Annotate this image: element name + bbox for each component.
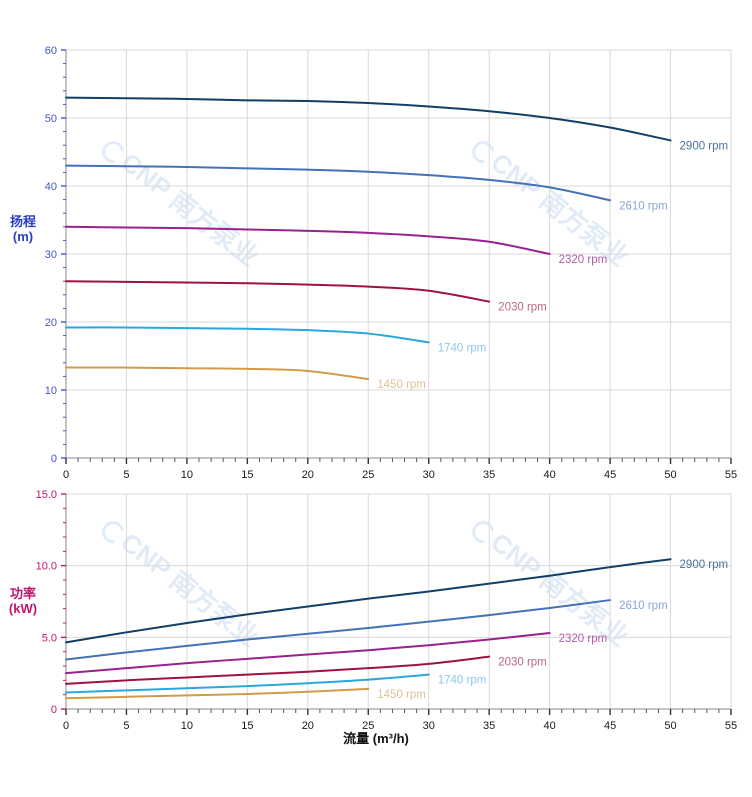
y-tick-label: 30 [45,249,57,261]
x-tick-label: 20 [302,469,314,480]
series-line [65,655,491,685]
x-tick-label: 45 [604,469,616,480]
power-curve-chart: 0 5.0 10.0 15.0 0 5 10 15 20 25 30 35 40 45 50 55 2900 r… [0,480,752,797]
x-tick-label: 55 [725,469,737,480]
x-tick-label: 25 [362,469,374,480]
series-line [65,558,672,644]
series-label: 2900 rpm [680,559,729,571]
series-label: 1740 rpm [438,675,487,687]
x-tick-label: 45 [604,720,616,732]
x-tick-label: 10 [181,469,193,480]
x-tick-label: 35 [483,720,495,732]
y-tick-label: 5.0 [42,632,57,644]
series-line [65,673,430,694]
x-tick-label: 50 [664,469,676,480]
x-tick-label: 40 [544,469,556,480]
x-tick-label: 30 [423,720,435,732]
x-tick-label: 15 [241,469,253,480]
head-y-axis-label: 扬程 (m) [9,214,36,244]
series-label: 2030 rpm [498,657,547,669]
series-line [65,164,612,202]
x-tick-label: 5 [123,469,129,480]
y-tick-label: 15.0 [36,489,57,501]
y-tick-label: 10.0 [36,561,57,573]
series-label: 2030 rpm [498,302,547,314]
series-label: 2610 rpm [619,200,668,212]
x-tick-label: 15 [241,720,253,732]
series-label: 2610 rpm [619,600,668,612]
series-line [65,326,430,344]
power-chart-svg: 0 5.0 10.0 15.0 0 5 10 15 20 25 30 35 40 45 50 55 2900 r… [36,489,738,732]
y-tick-label: 0 [51,453,57,465]
series-label: 1450 rpm [377,379,426,391]
series-label: 2320 rpm [559,254,608,266]
x-axis-label: 流量 (m³/h) [343,731,409,746]
x-tick-label: 50 [664,720,676,732]
series-line [65,280,491,303]
series-line [65,632,551,675]
y-tick-label: 60 [45,45,57,57]
x-tick-label: 30 [423,469,435,480]
series-line [65,687,370,700]
head-chart-svg: 0 10 20 30 40 50 60 0 5 10 15 20 25 30 35 40 45 50 55 2900 … [45,45,737,480]
y-tick-label: 20 [45,317,57,329]
x-tick-label: 25 [362,720,374,732]
power-y-axis-label: 功率 (kW) [8,586,38,616]
x-tick-label: 0 [63,720,69,732]
x-tick-label: 10 [181,720,193,732]
y-tick-label: 10 [45,385,57,397]
x-tick-label: 40 [544,720,556,732]
series-line [65,366,370,381]
x-tick-label: 5 [123,720,129,732]
series-line [65,599,612,661]
x-tick-label: 35 [483,469,495,480]
series-label: 1450 rpm [377,689,426,701]
head-curve-chart: 0 10 20 30 40 50 60 0 5 10 15 20 25 30 35 40 45 50 55 2900 … [9,45,737,480]
y-tick-label: 50 [45,113,57,125]
y-tick-label: 40 [45,181,57,193]
series-label: 2900 rpm [680,140,729,152]
y-tick-label: 0 [51,704,57,716]
x-tick-label: 0 [63,469,69,480]
x-tick-label: 20 [302,720,314,732]
x-tick-label: 55 [725,720,737,732]
series-label: 1740 rpm [438,342,487,354]
series-line [65,225,551,255]
series-label: 2320 rpm [559,633,608,645]
series-line [65,96,672,142]
